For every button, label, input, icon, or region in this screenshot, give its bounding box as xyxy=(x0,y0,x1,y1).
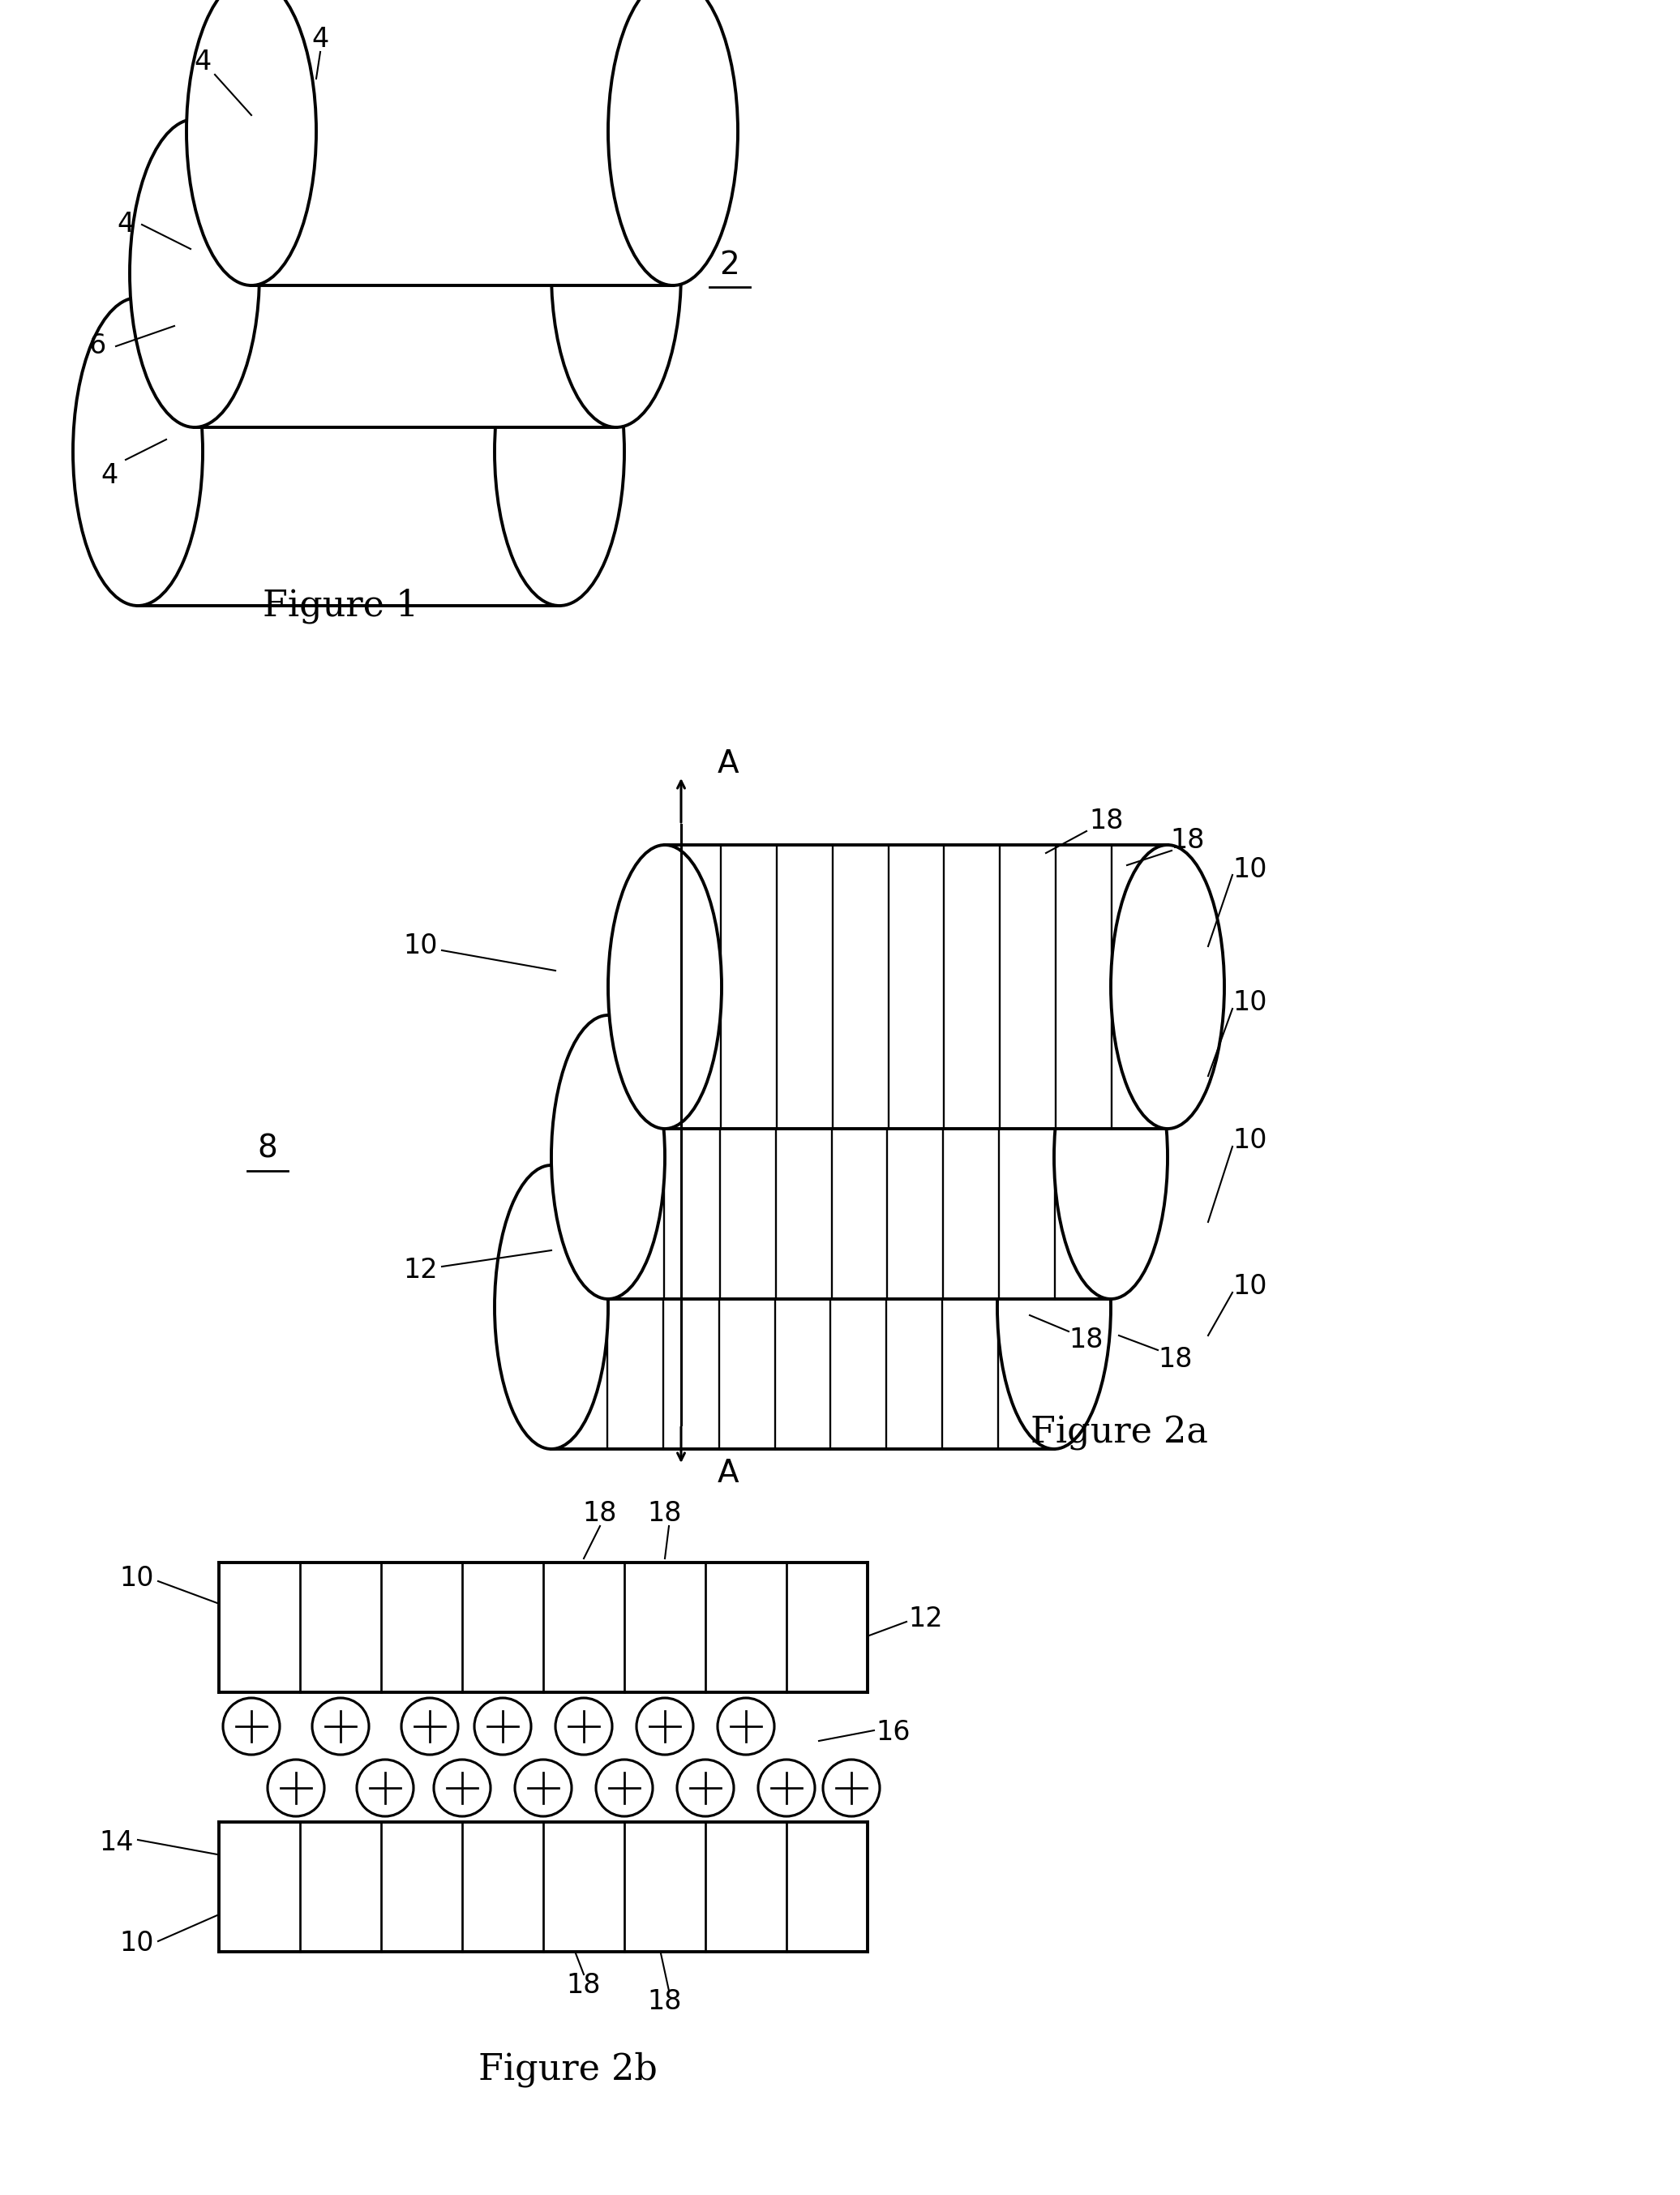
Circle shape xyxy=(758,1760,815,1815)
Polygon shape xyxy=(252,0,674,285)
Text: 4: 4 xyxy=(195,48,212,77)
Text: Figure 2a: Figure 2a xyxy=(1030,1416,1208,1451)
Text: 10: 10 xyxy=(1233,1128,1267,1155)
Ellipse shape xyxy=(1053,1016,1168,1299)
Circle shape xyxy=(474,1699,531,1754)
Text: 2: 2 xyxy=(719,250,739,281)
Ellipse shape xyxy=(608,0,738,285)
Text: 4: 4 xyxy=(101,463,118,489)
Circle shape xyxy=(677,1760,734,1815)
Ellipse shape xyxy=(551,1016,665,1299)
Ellipse shape xyxy=(186,0,316,285)
Circle shape xyxy=(402,1699,459,1754)
Ellipse shape xyxy=(129,119,259,428)
Circle shape xyxy=(267,1760,324,1815)
Text: 18: 18 xyxy=(1068,1326,1104,1352)
Text: 10: 10 xyxy=(119,1565,155,1591)
Ellipse shape xyxy=(998,1166,1110,1449)
Text: 4: 4 xyxy=(118,211,134,237)
Polygon shape xyxy=(218,1563,867,1692)
Text: 14: 14 xyxy=(99,1828,134,1855)
Text: 10: 10 xyxy=(1233,1273,1267,1299)
Ellipse shape xyxy=(608,845,722,1128)
Circle shape xyxy=(312,1699,370,1754)
Circle shape xyxy=(596,1760,654,1815)
Ellipse shape xyxy=(1110,845,1225,1128)
Text: 10: 10 xyxy=(1233,990,1267,1016)
Text: 18: 18 xyxy=(566,1973,601,2000)
Ellipse shape xyxy=(494,299,625,606)
Text: 10: 10 xyxy=(403,933,438,959)
Circle shape xyxy=(356,1760,413,1815)
Polygon shape xyxy=(138,299,559,606)
Text: 18: 18 xyxy=(583,1501,617,1528)
Polygon shape xyxy=(665,845,1168,1128)
Circle shape xyxy=(717,1699,774,1754)
Text: 18: 18 xyxy=(1159,1346,1193,1374)
Polygon shape xyxy=(218,1822,867,1951)
Circle shape xyxy=(223,1699,281,1754)
Text: 10: 10 xyxy=(1233,856,1267,882)
Circle shape xyxy=(823,1760,880,1815)
Text: Figure 1: Figure 1 xyxy=(262,588,418,623)
Text: 12: 12 xyxy=(909,1607,942,1633)
Text: 18: 18 xyxy=(1171,828,1205,854)
Text: 18: 18 xyxy=(648,1989,682,2015)
Text: A: A xyxy=(717,748,739,779)
Polygon shape xyxy=(195,119,617,428)
Ellipse shape xyxy=(494,1166,608,1449)
Text: 8: 8 xyxy=(257,1133,277,1163)
Circle shape xyxy=(556,1699,612,1754)
Text: 16: 16 xyxy=(875,1719,911,1747)
Text: 18: 18 xyxy=(1090,808,1124,834)
Text: 10: 10 xyxy=(119,1929,155,1958)
Ellipse shape xyxy=(72,299,203,606)
Circle shape xyxy=(637,1699,694,1754)
Text: A: A xyxy=(717,1457,739,1488)
Text: 18: 18 xyxy=(648,1501,682,1528)
Polygon shape xyxy=(608,1016,1110,1299)
Text: 6: 6 xyxy=(89,334,106,360)
Text: 12: 12 xyxy=(403,1258,438,1284)
Ellipse shape xyxy=(551,119,680,428)
Polygon shape xyxy=(551,1166,1053,1449)
Text: 4: 4 xyxy=(312,26,329,53)
Text: Figure 2b: Figure 2b xyxy=(479,2052,657,2087)
Circle shape xyxy=(433,1760,491,1815)
Circle shape xyxy=(514,1760,571,1815)
